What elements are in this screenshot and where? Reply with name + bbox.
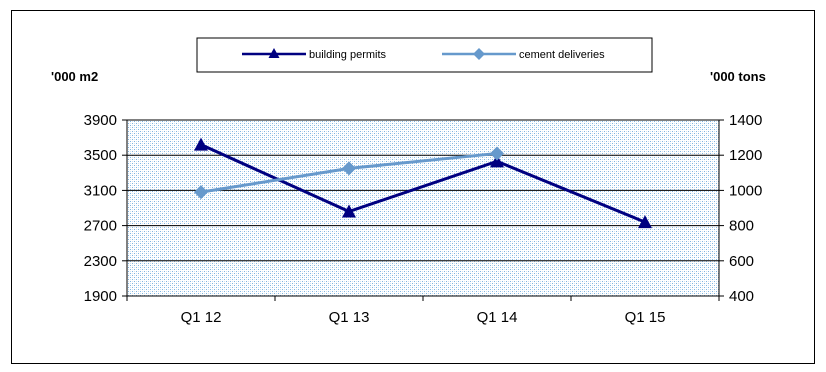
data-point-triangle	[342, 204, 356, 218]
legend-label-cement-deliveries: cement deliveries	[519, 49, 605, 61]
y-left-tick-label: 2700	[84, 218, 117, 235]
chart-frame: building permits cement deliveries '000 …	[11, 10, 815, 364]
y-left-axis: 3900 3500 3100 2700 2300 1900	[84, 112, 127, 305]
legend-label-building-permits: building permits	[309, 49, 387, 61]
y-right-tick-label: 1400	[729, 112, 762, 129]
x-tick-label: Q1 14	[477, 309, 518, 326]
data-point-diamond	[194, 185, 208, 200]
series-layer	[194, 137, 652, 229]
legend-item-building-permits: building permits	[242, 48, 387, 61]
chart-svg: building permits cement deliveries '000 …	[51, 37, 766, 326]
y-left-tick-label: 2300	[84, 253, 117, 270]
x-axis: Q1 12 Q1 13 Q1 14 Q1 15	[126, 296, 720, 326]
plot-area	[126, 119, 720, 297]
y-left-tick-label: 1900	[84, 288, 117, 305]
legend-item-cement-deliveries: cement deliveries	[442, 48, 605, 61]
y-right-axis: 1400 1200 1000 800 600 400	[719, 112, 762, 305]
y-left-axis-title: '000 m2	[51, 69, 98, 84]
data-point-triangle	[638, 215, 652, 229]
y-left-tick-label: 3500	[84, 147, 117, 164]
legend: building permits cement deliveries	[196, 37, 653, 73]
x-tick-label: Q1 15	[625, 309, 666, 326]
triangle-marker-icon	[268, 48, 280, 58]
x-tick-label: Q1 13	[329, 309, 370, 326]
y-right-tick-label: 1200	[729, 147, 762, 164]
data-point-diamond	[490, 146, 504, 161]
y-right-tick-label: 400	[729, 288, 754, 305]
series-line-building-permits	[200, 143, 646, 224]
y-right-tick-label: 600	[729, 253, 754, 270]
y-left-tick-label: 3100	[84, 182, 117, 199]
x-tick-label: Q1 12	[181, 309, 222, 326]
y-right-axis-title: '000 tons	[710, 69, 766, 84]
diamond-marker-icon	[473, 48, 485, 60]
y-right-tick-label: 1000	[729, 182, 762, 199]
y-left-tick-label: 3900	[84, 112, 117, 129]
y-right-tick-label: 800	[729, 218, 754, 235]
data-point-triangle	[490, 154, 504, 168]
data-point-triangle	[194, 137, 208, 151]
data-point-diamond	[342, 161, 356, 176]
